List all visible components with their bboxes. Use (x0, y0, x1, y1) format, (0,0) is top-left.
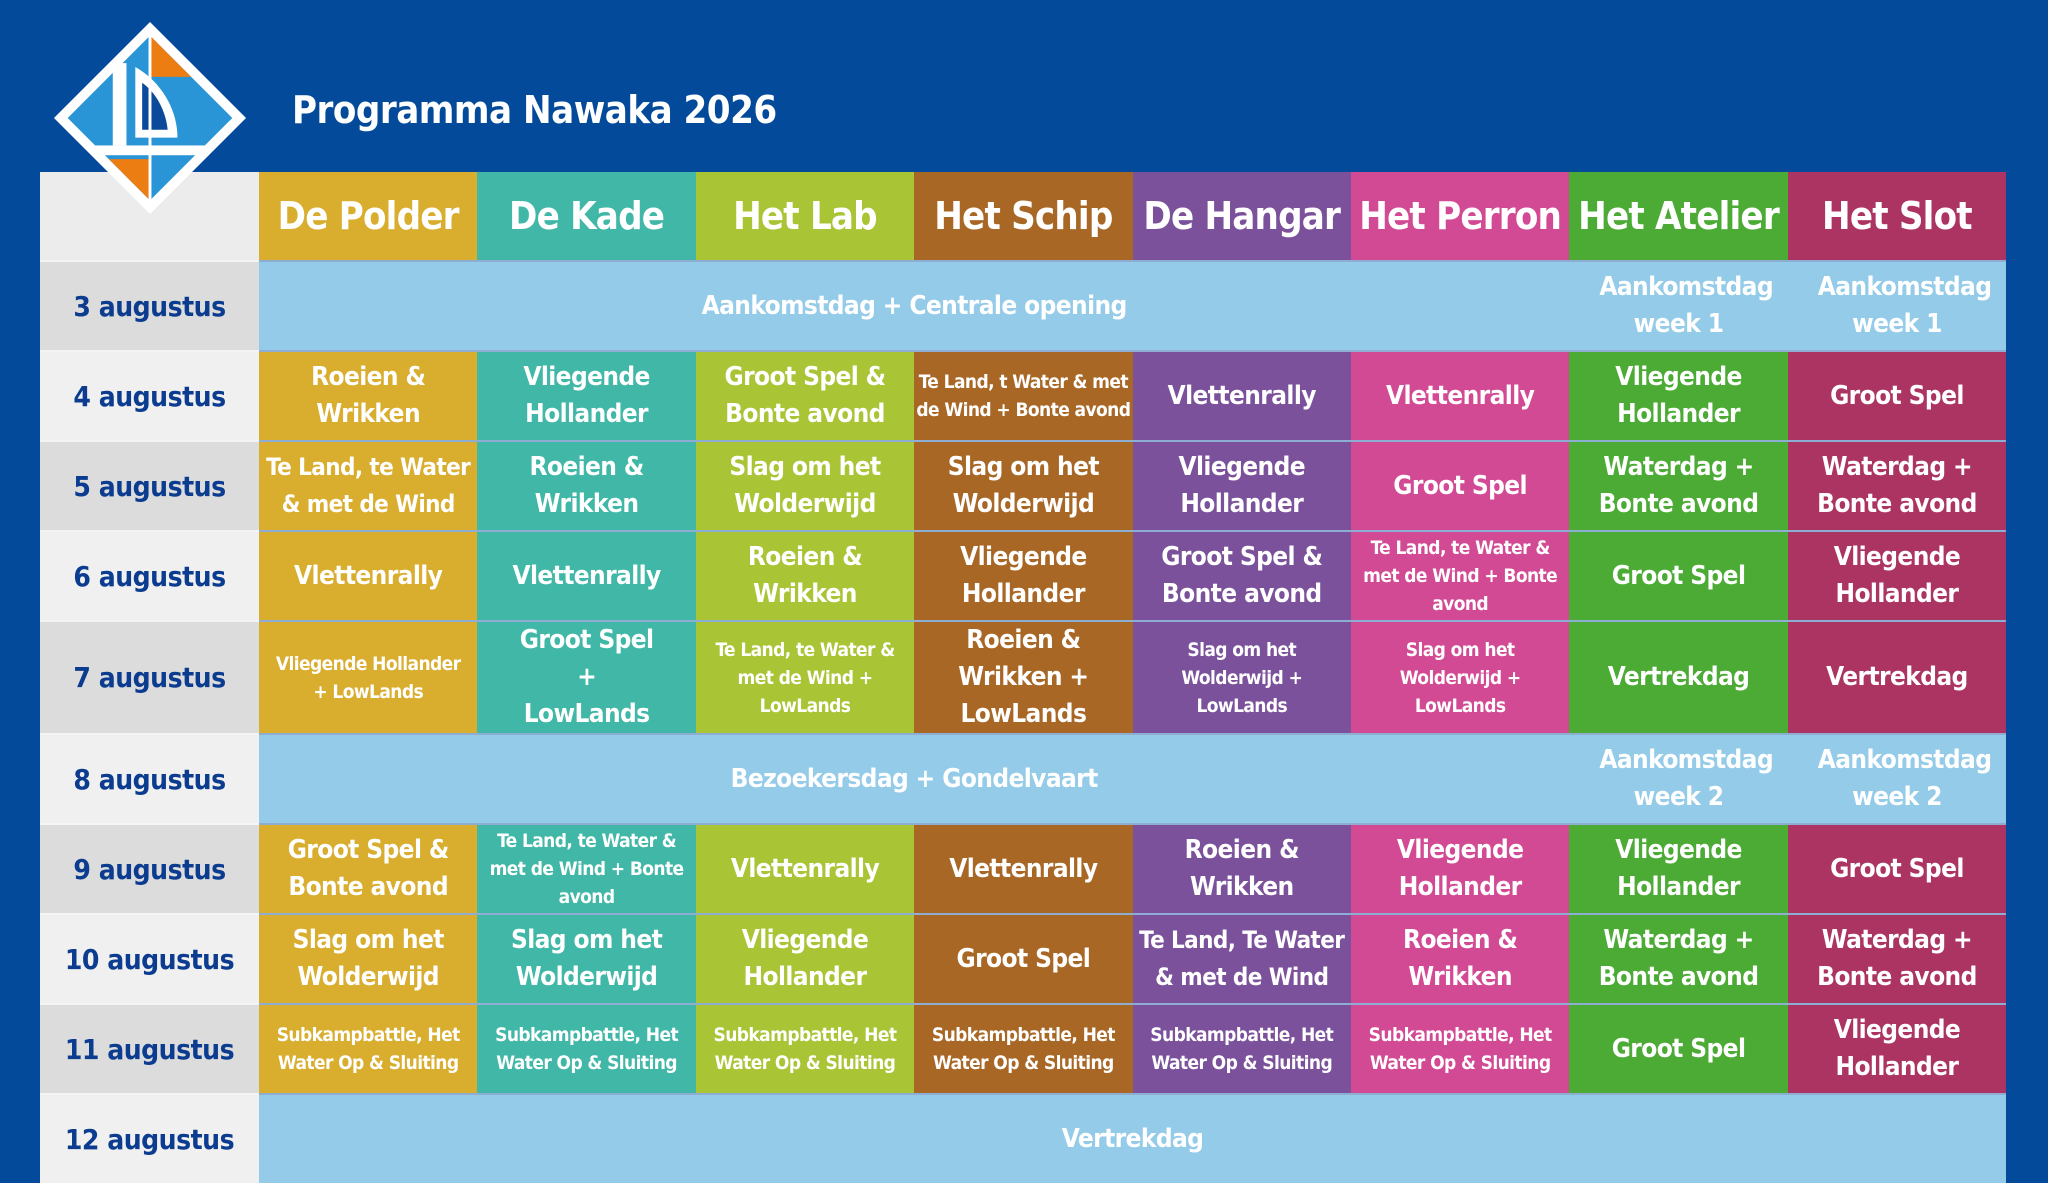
page-title: Programma Nawaka 2026 (292, 88, 777, 132)
column-header-de-hangar: De Hangar (1132, 172, 1351, 261)
activity-cell: Aankomstdag week 2 (1787, 733, 2007, 824)
table-row: 5 augustus Te Land, te Water & met de Wi… (40, 440, 2007, 531)
date-cell: 12 augustus (40, 1093, 259, 1183)
shared-activity-cell: Aankomstdag + Centrale opening (259, 260, 1570, 351)
activity-cell: Groot Spel & Bonte avond (695, 350, 915, 441)
activity-cell: Vertrekdag (1787, 620, 2007, 734)
shared-activity-cell: Vertrekdag (259, 1093, 2007, 1183)
column-header-het-perron: Het Perron (1350, 172, 1570, 261)
activity-cell: Groot Spel (1787, 823, 2007, 914)
activity-cell: Vlettenrally (477, 530, 696, 621)
program-table: De Polder De Kade Het Lab Het Schip De H… (40, 172, 2007, 1183)
table-row: 9 augustus Groot Spel & Bonte avond Te L… (40, 823, 2007, 914)
activity-cell: Waterdag + Bonte avond (1787, 913, 2007, 1004)
activity-cell: Te Land, Te Water & met de Wind (1132, 913, 1351, 1004)
activity-cell: Subkampbattle, Het Water Op & Sluiting (914, 1003, 1133, 1094)
table-row: 12 augustus Vertrekdag (40, 1093, 2007, 1183)
activity-cell: Aankomstdag week 1 (1787, 260, 2007, 351)
nawaka-logo-icon (53, 21, 247, 215)
activity-cell: Vlettenrally (695, 823, 915, 914)
date-cell: 3 augustus (40, 260, 259, 351)
activity-cell: Subkampbattle, Het Water Op & Sluiting (477, 1003, 696, 1094)
activity-cell: Slag om het Wolderwijd (695, 440, 915, 531)
table-row: 4 augustus Roeien & Wrikken Vliegende Ho… (40, 350, 2007, 441)
activity-cell: Roeien & Wrikken (695, 530, 915, 621)
activity-cell: Vlettenrally (1350, 350, 1570, 441)
date-cell: 10 augustus (40, 913, 259, 1004)
activity-cell: Waterdag + Bonte avond (1569, 440, 1788, 531)
activity-cell: Aankomstdag week 2 (1569, 733, 1788, 824)
activity-cell: Te Land, te Water & met de Wind + LowLan… (695, 620, 915, 734)
activity-cell: Vliegende Hollander + LowLands (259, 620, 478, 734)
activity-cell: Vlettenrally (259, 530, 478, 621)
date-cell: 8 augustus (40, 733, 259, 824)
activity-cell: Vliegende Hollander (1350, 823, 1570, 914)
activity-cell: Roeien & Wrikken + LowLands (914, 620, 1133, 734)
activity-cell: Groot Spel + LowLands (477, 620, 696, 734)
activity-cell: Slag om het Wolderwijd + LowLands (1132, 620, 1351, 734)
activity-cell: Slag om het Wolderwijd (477, 913, 696, 1004)
shared-activity-cell: Bezoekersdag + Gondelvaart (259, 733, 1570, 824)
date-cell: 11 augustus (40, 1003, 259, 1094)
table-row: 11 augustus Subkampbattle, Het Water Op … (40, 1003, 2007, 1094)
activity-cell: Vliegende Hollander (1132, 440, 1351, 531)
activity-cell: Roeien & Wrikken (1132, 823, 1351, 914)
activity-cell: Roeien & Wrikken (477, 440, 696, 531)
activity-cell: Slag om het Wolderwijd + LowLands (1350, 620, 1570, 734)
activity-cell: Waterdag + Bonte avond (1569, 913, 1788, 1004)
column-header-het-slot: Het Slot (1787, 172, 2007, 261)
activity-cell: Groot Spel (1350, 440, 1570, 531)
activity-cell: Te Land, te Water & met de Wind (259, 440, 478, 531)
date-cell: 6 augustus (40, 530, 259, 621)
column-header-de-kade: De Kade (477, 172, 696, 261)
column-header-het-lab: Het Lab (695, 172, 915, 261)
activity-cell: Slag om het Wolderwijd (259, 913, 478, 1004)
date-cell: 9 augustus (40, 823, 259, 914)
activity-cell: Groot Spel (1787, 350, 2007, 441)
table-row: 3 augustus Aankomstdag + Centrale openin… (40, 260, 2007, 351)
activity-cell: Te Land, t Water & met de Wind + Bonte a… (914, 350, 1133, 441)
date-cell: 4 augustus (40, 350, 259, 441)
activity-cell: Subkampbattle, Het Water Op & Sluiting (695, 1003, 915, 1094)
date-cell: 7 augustus (40, 620, 259, 734)
date-cell: 5 augustus (40, 440, 259, 531)
table-row: 6 augustus Vlettenrally Vlettenrally Roe… (40, 530, 2007, 621)
activity-cell: Aankomstdag week 1 (1569, 260, 1788, 351)
activity-cell: Vliegende Hollander (477, 350, 696, 441)
activity-cell: Groot Spel (914, 913, 1133, 1004)
activity-cell: Vliegende Hollander (914, 530, 1133, 621)
activity-cell: Vliegende Hollander (695, 913, 915, 1004)
activity-cell: Vlettenrally (1132, 350, 1351, 441)
activity-cell: Roeien & Wrikken (259, 350, 478, 441)
column-header-het-schip: Het Schip (914, 172, 1133, 261)
activity-cell: Groot Spel (1569, 530, 1788, 621)
table-row: 7 augustus Vliegende Hollander + LowLand… (40, 620, 2007, 734)
activity-cell: Groot Spel & Bonte avond (259, 823, 478, 914)
activity-cell: Vliegende Hollander (1569, 823, 1788, 914)
activity-cell: Roeien & Wrikken (1350, 913, 1570, 1004)
activity-cell: Te Land, te Water & met de Wind + Bonte … (1350, 530, 1570, 621)
table-row: 10 augustus Slag om het Wolderwijd Slag … (40, 913, 2007, 1004)
activity-cell: Subkampbattle, Het Water Op & Sluiting (1350, 1003, 1570, 1094)
header-row: De Polder De Kade Het Lab Het Schip De H… (40, 172, 2007, 261)
activity-cell: Vliegende Hollander (1569, 350, 1788, 441)
activity-cell: Slag om het Wolderwijd (914, 440, 1133, 531)
activity-cell: Vertrekdag (1569, 620, 1788, 734)
column-header-het-atelier: Het Atelier (1569, 172, 1788, 261)
activity-cell: Vliegende Hollander (1787, 530, 2007, 621)
table-row: 8 augustus Bezoekersdag + Gondelvaart Aa… (40, 733, 2007, 824)
activity-cell: Subkampbattle, Het Water Op & Sluiting (259, 1003, 478, 1094)
activity-cell: Te Land, te Water & met de Wind + Bonte … (477, 823, 696, 914)
activity-cell: Waterdag + Bonte avond (1787, 440, 2007, 531)
activity-cell: Vlettenrally (914, 823, 1133, 914)
column-header-de-polder: De Polder (259, 172, 478, 261)
activity-cell: Vliegende Hollander (1787, 1003, 2007, 1094)
activity-cell: Subkampbattle, Het Water Op & Sluiting (1132, 1003, 1351, 1094)
activity-cell: Groot Spel (1569, 1003, 1788, 1094)
activity-cell: Groot Spel & Bonte avond (1132, 530, 1351, 621)
